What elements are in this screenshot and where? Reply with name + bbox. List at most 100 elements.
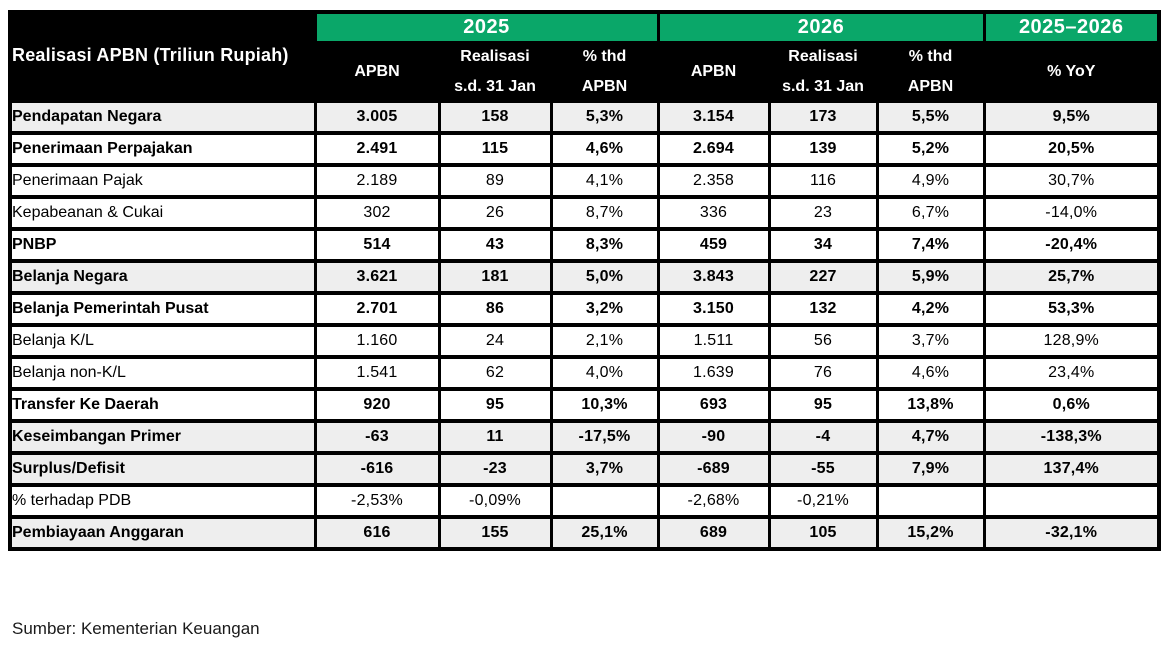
year-header-2025-2026: 2025–2026	[982, 10, 1161, 45]
cell-value: 25,1%	[549, 515, 660, 551]
cell-value: 302	[313, 195, 441, 231]
cell-value	[549, 483, 660, 519]
row-label: Kepabeanan & Cukai	[8, 195, 317, 231]
cell-value: 15,2%	[875, 515, 986, 551]
row-label: Pendapatan Negara	[8, 99, 317, 135]
column-header-line: Realisasi	[460, 48, 530, 65]
year-header-2025: 2025	[313, 10, 660, 45]
cell-value: 8,7%	[549, 195, 660, 231]
column-header-line: % thd	[908, 48, 953, 65]
cell-value: -689	[656, 451, 771, 487]
cell-value: -17,5%	[549, 419, 660, 455]
cell-value: 155	[437, 515, 553, 551]
cell-value: 1.541	[313, 355, 441, 391]
column-header: APBN	[313, 41, 441, 103]
cell-value: -138,3%	[982, 419, 1161, 455]
cell-value: 23	[767, 195, 879, 231]
cell-value	[875, 483, 986, 519]
cell-value: 2.491	[313, 131, 441, 167]
cell-value: -14,0%	[982, 195, 1161, 231]
column-header-row: Realisasi APBN (Triliun Rupiah) APBN Real…	[8, 41, 1161, 103]
cell-value: 53,3%	[982, 291, 1161, 327]
cell-value: 6,7%	[875, 195, 986, 231]
cell-value: 514	[313, 227, 441, 263]
year-header-row: 2025 2026 2025–2026	[8, 10, 1161, 45]
cell-value: 693	[656, 387, 771, 423]
table-row: Belanja K/L 1.160 24 2,1% 1.511 56 3,7% 128,9%	[8, 323, 1161, 359]
cell-value: 5,9%	[875, 259, 986, 295]
cell-value: 3,2%	[549, 291, 660, 327]
cell-value: 105	[767, 515, 879, 551]
source-note: Sumber: Kementerian Keuangan	[12, 619, 260, 638]
table-row: Pembiayaan Anggaran 616 155 25,1% 689 105 15,2…	[8, 515, 1161, 551]
row-label: Belanja Pemerintah Pusat	[8, 291, 317, 327]
cell-value: 4,7%	[875, 419, 986, 455]
cell-value: 2.358	[656, 163, 771, 199]
cell-value: 95	[437, 387, 553, 423]
cell-value: 4,0%	[549, 355, 660, 391]
cell-value: 4,1%	[549, 163, 660, 199]
cell-value: -55	[767, 451, 879, 487]
cell-value: 920	[313, 387, 441, 423]
cell-value: 1.511	[656, 323, 771, 359]
corner-spacer	[8, 10, 317, 45]
cell-value: -616	[313, 451, 441, 487]
cell-value: 1.639	[656, 355, 771, 391]
table-title: Realisasi APBN (Triliun Rupiah)	[8, 41, 317, 103]
cell-value: 3.843	[656, 259, 771, 295]
cell-value: 139	[767, 131, 879, 167]
row-label: Surplus/Defisit	[8, 451, 317, 487]
table-row: Belanja Negara 3.621 181 5,0% 3.843 227 5,9% 25…	[8, 259, 1161, 295]
cell-value: -90	[656, 419, 771, 455]
cell-value: -4	[767, 419, 879, 455]
table-row: Pendapatan Negara 3.005 158 5,3% 3.154 173 5,5…	[8, 99, 1161, 135]
cell-value: 3.154	[656, 99, 771, 135]
cell-value: 459	[656, 227, 771, 263]
cell-value: 56	[767, 323, 879, 359]
cell-value: 9,5%	[982, 99, 1161, 135]
row-label: Belanja non-K/L	[8, 355, 317, 391]
cell-value: 13,8%	[875, 387, 986, 423]
cell-value: 10,3%	[549, 387, 660, 423]
cell-value: 62	[437, 355, 553, 391]
cell-value: 3,7%	[875, 323, 986, 359]
cell-value: 132	[767, 291, 879, 327]
cell-value: 689	[656, 515, 771, 551]
cell-value: 227	[767, 259, 879, 295]
table-row: PNBP 514 43 8,3% 459 34 7,4% -20,4%	[8, 227, 1161, 263]
cell-value: 23,4%	[982, 355, 1161, 391]
column-header: % thd APBN	[875, 41, 986, 103]
cell-value: 3.150	[656, 291, 771, 327]
table-row: Penerimaan Perpajakan 2.491 115 4,6% 2.694 13…	[8, 131, 1161, 167]
cell-value	[982, 483, 1161, 519]
cell-value: 7,9%	[875, 451, 986, 487]
cell-value: 116	[767, 163, 879, 199]
table-row: Belanja non-K/L 1.541 62 4,0% 1.639 76 4,6% 23,…	[8, 355, 1161, 391]
year-header-2026: 2026	[656, 10, 986, 45]
cell-value: 86	[437, 291, 553, 327]
row-label: Belanja Negara	[8, 259, 317, 295]
column-header-line: APBN	[690, 63, 737, 80]
table-row: Kepabeanan & Cukai 302 26 8,7% 336 23 6,7% -14,…	[8, 195, 1161, 231]
cell-value: 24	[437, 323, 553, 359]
cell-value: 43	[437, 227, 553, 263]
column-header-line: s.d. 31 Jan	[454, 78, 536, 95]
apbn-realization-table: 2025 2026 2025–2026 Realisasi APBN (Tril…	[8, 10, 1161, 551]
cell-value: -23	[437, 451, 553, 487]
cell-value: 1.160	[313, 323, 441, 359]
cell-value: -32,1%	[982, 515, 1161, 551]
row-label: Penerimaan Perpajakan	[8, 131, 317, 167]
cell-value: 76	[767, 355, 879, 391]
cell-value: 2,1%	[549, 323, 660, 359]
column-header-line: % YoY	[1047, 63, 1096, 80]
cell-value: 7,4%	[875, 227, 986, 263]
column-header-line: APBN	[354, 63, 400, 80]
cell-value: 95	[767, 387, 879, 423]
column-header: APBN	[656, 41, 771, 103]
table-row: Penerimaan Pajak 2.189 89 4,1% 2.358 116 4,9% 3…	[8, 163, 1161, 199]
row-label: Pembiayaan Anggaran	[8, 515, 317, 551]
row-label: PNBP	[8, 227, 317, 263]
column-header: Realisasi s.d. 31 Jan	[437, 41, 553, 103]
table-row: Keseimbangan Primer -63 11 -17,5% -90 -4 4,7% -…	[8, 419, 1161, 455]
